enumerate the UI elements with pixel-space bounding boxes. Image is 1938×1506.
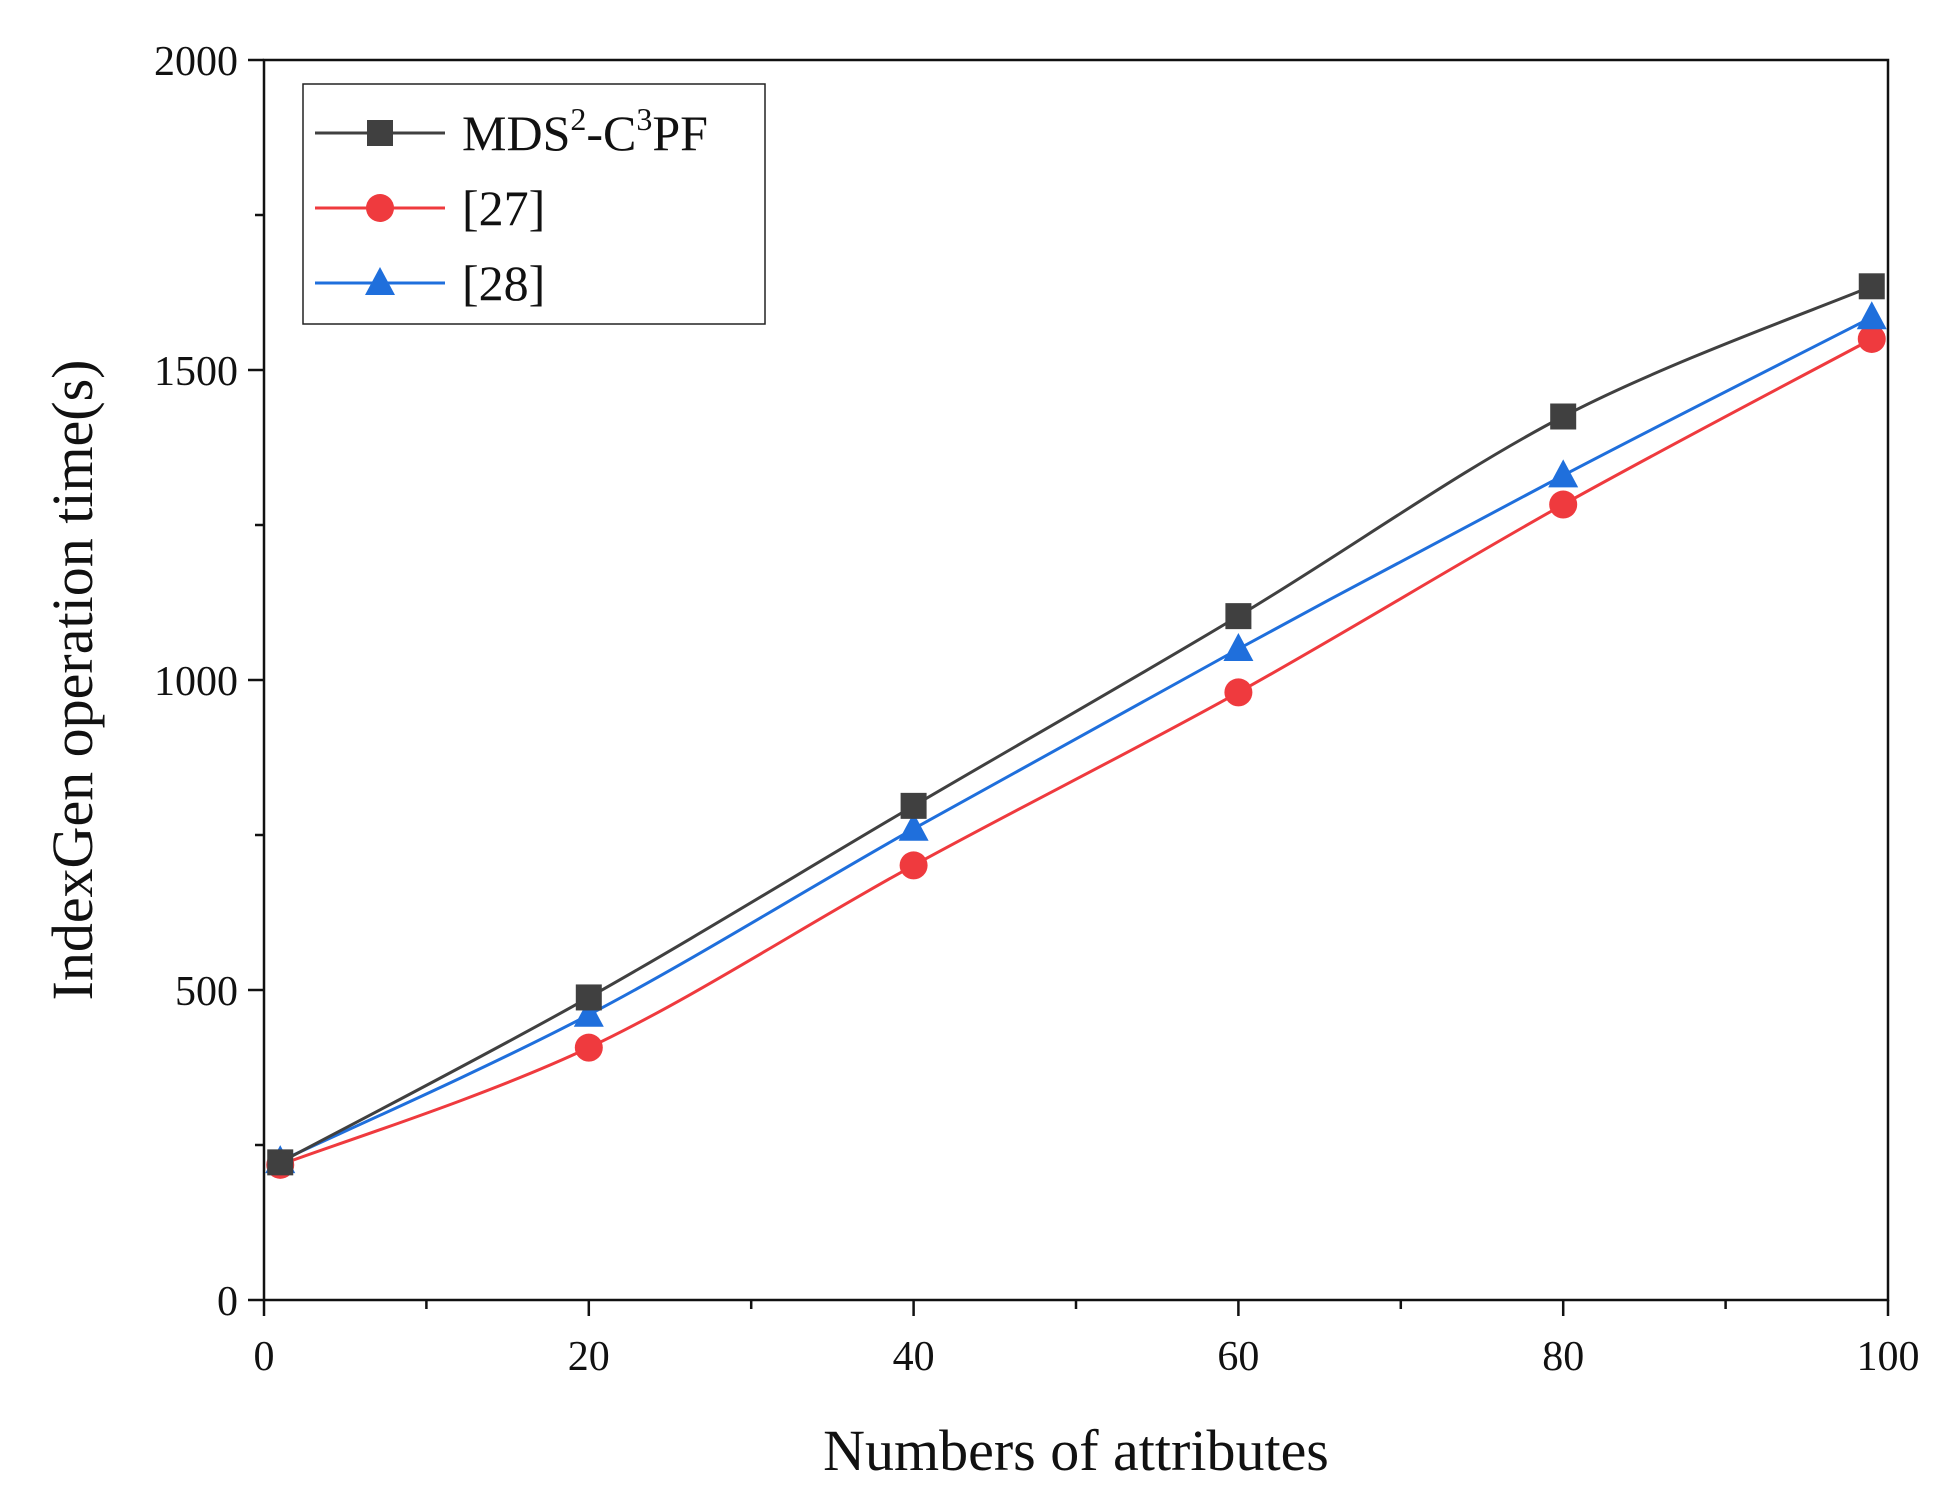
legend: MDS2-C3PF [27] [28] [302, 83, 766, 325]
legend-entry: [27] [315, 180, 545, 236]
legend-entry: [28] [315, 255, 545, 311]
data-point [1548, 459, 1579, 488]
x-tick-label: 20 [568, 1334, 610, 1380]
data-point [1857, 325, 1886, 353]
y-tick-label: 1000 [154, 659, 238, 705]
series-1 [267, 273, 1885, 1176]
data-point [900, 792, 927, 819]
data-point [898, 812, 929, 841]
y-tick-label: 0 [217, 1279, 238, 1325]
x-tick-label: 40 [893, 1334, 935, 1380]
y-tick-label: 2000 [154, 39, 238, 85]
series-line [279, 284, 1873, 1164]
data-point [1224, 678, 1253, 707]
series-layer [265, 273, 1887, 1179]
x-axis: 0 20 40 60 80 100 [254, 1300, 1920, 1380]
x-tick-label: 60 [1217, 1334, 1259, 1380]
y-axis-title: IndexGen operation time(s) [40, 359, 105, 1000]
legend-marker [365, 267, 395, 295]
series-line [279, 315, 1873, 1163]
legend-marker [366, 194, 394, 222]
data-point [1856, 301, 1887, 330]
x-tick-label: 0 [254, 1334, 275, 1380]
data-point [899, 851, 928, 880]
data-point [1550, 403, 1577, 430]
data-point [573, 998, 604, 1027]
data-point [575, 984, 602, 1011]
data-point [1223, 633, 1254, 661]
data-point [1858, 273, 1885, 300]
legend-marker [367, 120, 393, 146]
series-line [279, 337, 1873, 1167]
x-tick-label: 80 [1542, 1334, 1584, 1380]
x-tick-label: 100 [1857, 1334, 1920, 1380]
x-axis-title: Numbers of attributes [823, 1418, 1329, 1483]
y-axis: 0 500 1000 1500 2000 [154, 39, 264, 1325]
data-point [574, 1033, 603, 1062]
legend-label: [28] [462, 255, 545, 311]
series-2 [266, 325, 1886, 1179]
data-point [267, 1149, 294, 1176]
data-point [1549, 490, 1578, 519]
y-tick-label: 1500 [154, 349, 238, 395]
legend-label: MDS2-C3PF [462, 101, 708, 161]
legend-label: [27] [462, 180, 545, 236]
data-point [1225, 603, 1252, 630]
y-tick-label: 500 [175, 969, 238, 1015]
legend-entry: MDS2-C3PF [315, 101, 708, 161]
